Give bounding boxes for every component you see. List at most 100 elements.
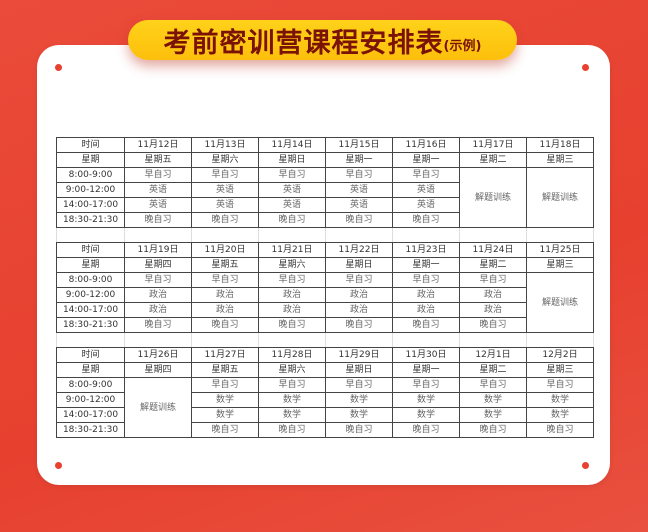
session-cell: 晚自习 xyxy=(258,317,326,333)
weekday-header: 星期 xyxy=(56,152,125,168)
session-cell: 早自习 xyxy=(392,167,460,183)
session-cell: 英语 xyxy=(124,197,192,213)
page-title: 考前密训营课程安排表 xyxy=(163,27,444,59)
session-cell: 英语 xyxy=(191,197,259,213)
session-cell: 数学 xyxy=(191,392,259,408)
merged-session-cell: 解题训练 xyxy=(124,377,192,438)
corner-dot xyxy=(55,64,62,71)
date-cell: 11月29日 xyxy=(325,347,393,363)
weekday-cell: 星期日 xyxy=(325,257,393,273)
session-cell: 早自习 xyxy=(325,272,393,288)
time-slot-cell: 9:00-12:00 xyxy=(56,182,125,198)
session-row: 14:00-17:00 英语 英语 英语 英语 英语 xyxy=(56,197,594,213)
weekday-header: 星期 xyxy=(56,362,125,378)
merged-session-cell: 解题训练 xyxy=(526,272,594,333)
date-row: 时间 11月12日 11月13日 11月14日 11月15日 11月16日 11月17日 11… xyxy=(56,137,594,153)
date-cell: 11月16日 xyxy=(392,137,460,153)
session-cell: 英语 xyxy=(258,197,326,213)
weekday-cell: 星期日 xyxy=(258,152,326,168)
session-row: 18:30-21:30 晚自习 晚自习 晚自习 晚自习 晚自习 晚自习 xyxy=(56,317,594,333)
session-cell: 早自习 xyxy=(258,167,326,183)
date-cell: 11月30日 xyxy=(392,347,460,363)
session-cell: 政治 xyxy=(124,287,192,303)
schedule-table: 时间 11月12日 11月13日 11月14日 11月15日 11月16日 11月17日 11… xyxy=(56,137,594,438)
session-cell: 政治 xyxy=(392,287,460,303)
date-cell: 11月23日 xyxy=(392,242,460,258)
time-slot-cell: 14:00-17:00 xyxy=(56,197,125,213)
session-cell: 政治 xyxy=(191,302,259,318)
date-cell: 11月25日 xyxy=(526,242,594,258)
session-cell: 早自习 xyxy=(258,272,326,288)
session-cell: 晚自习 xyxy=(191,212,259,228)
weekday-cell: 星期六 xyxy=(258,362,326,378)
time-header: 时间 xyxy=(56,242,125,258)
empty-cell xyxy=(459,332,527,348)
session-cell: 早自习 xyxy=(459,272,527,288)
session-cell: 早自习 xyxy=(124,167,192,183)
empty-cell xyxy=(526,227,594,243)
session-cell: 政治 xyxy=(392,302,460,318)
date-cell: 11月20日 xyxy=(191,242,259,258)
session-row: 14:00-17:00 数学 数学 数学 数学 数学 数学 xyxy=(56,407,594,423)
date-cell: 11月22日 xyxy=(325,242,393,258)
weekday-cell: 星期日 xyxy=(325,362,393,378)
session-cell: 英语 xyxy=(124,182,192,198)
date-cell: 11月27日 xyxy=(191,347,259,363)
session-cell: 早自习 xyxy=(124,272,192,288)
session-cell: 英语 xyxy=(191,182,259,198)
spacer-row xyxy=(56,332,594,348)
weekday-cell: 星期一 xyxy=(392,362,460,378)
empty-cell xyxy=(258,227,326,243)
empty-cell xyxy=(392,227,460,243)
time-slot-cell: 14:00-17:00 xyxy=(56,407,125,423)
title-banner: 考前密训营课程安排表 (示例) xyxy=(128,20,517,60)
session-row: 8:00-9:00 早自习 早自习 早自习 早自习 早自习 解题训练 解题训练 xyxy=(56,167,594,228)
weekday-header: 星期 xyxy=(56,257,125,273)
session-cell: 政治 xyxy=(258,302,326,318)
date-cell: 11月28日 xyxy=(258,347,326,363)
session-cell: 政治 xyxy=(325,302,393,318)
session-cell: 英语 xyxy=(392,197,460,213)
date-cell: 11月13日 xyxy=(191,137,259,153)
empty-cell xyxy=(191,332,259,348)
session-cell: 英语 xyxy=(325,197,393,213)
weekday-cell: 星期四 xyxy=(124,257,192,273)
session-cell: 政治 xyxy=(459,287,527,303)
session-cell: 晚自习 xyxy=(325,317,393,333)
session-cell: 数学 xyxy=(258,407,326,423)
date-cell: 12月2日 xyxy=(526,347,594,363)
merged-session-cell: 解题训练 xyxy=(459,167,527,228)
session-cell: 早自习 xyxy=(392,377,460,393)
weekday-cell: 星期一 xyxy=(392,257,460,273)
session-row: 18:30-21:30 晚自习 晚自习 晚自习 晚自习 晚自习 xyxy=(56,212,594,228)
date-cell: 11月21日 xyxy=(258,242,326,258)
session-cell: 早自习 xyxy=(191,167,259,183)
session-row: 9:00-12:00 政治 政治 政治 政治 政治 政治 xyxy=(56,287,594,303)
empty-cell xyxy=(258,332,326,348)
session-cell: 晚自习 xyxy=(325,212,393,228)
session-cell: 政治 xyxy=(325,287,393,303)
date-cell: 11月18日 xyxy=(526,137,594,153)
date-cell: 12月1日 xyxy=(459,347,527,363)
date-cell: 11月19日 xyxy=(124,242,192,258)
empty-cell xyxy=(459,227,527,243)
time-slot-cell: 8:00-9:00 xyxy=(56,167,125,183)
empty-cell xyxy=(191,227,259,243)
session-cell: 数学 xyxy=(325,392,393,408)
session-row: 8:00-9:00 早自习 早自习 早自习 早自习 早自习 早自习 解题训练 xyxy=(56,272,594,333)
session-cell: 政治 xyxy=(459,302,527,318)
date-cell: 11月12日 xyxy=(124,137,192,153)
weekday-cell: 星期五 xyxy=(191,362,259,378)
session-cell: 数学 xyxy=(459,407,527,423)
session-cell: 早自习 xyxy=(191,377,259,393)
corner-dot xyxy=(582,64,589,71)
time-header: 时间 xyxy=(56,347,125,363)
session-cell: 数学 xyxy=(191,407,259,423)
weekday-row: 星期 星期四 星期五 星期六 星期日 星期一 星期二 星期三 xyxy=(56,257,594,273)
page-title-suffix: (示例) xyxy=(443,38,482,54)
time-slot-cell: 18:30-21:30 xyxy=(56,422,125,438)
date-cell: 11月14日 xyxy=(258,137,326,153)
time-slot-cell: 8:00-9:00 xyxy=(56,377,125,393)
time-header: 时间 xyxy=(56,137,125,153)
session-row: 9:00-12:00 数学 数学 数学 数学 数学 数学 xyxy=(56,392,594,408)
